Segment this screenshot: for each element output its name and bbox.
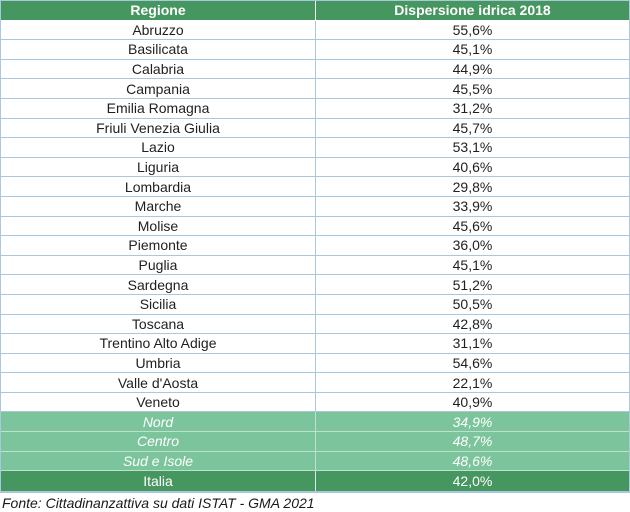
value-cell: 42,0% (452, 473, 493, 490)
water-dispersion-table: Regione Dispersione idrica 2018 Abruzzo 5… (0, 0, 630, 493)
table-row: Trentino Alto Adige 31,1% (1, 334, 629, 354)
table-row: Umbria 54,6% (1, 353, 629, 374)
region-cell: Calabria (1, 59, 316, 79)
region-cell: Liguria (1, 157, 316, 177)
value-cell: 34,9% (452, 413, 493, 430)
table-row: Liguria 40,6% (1, 157, 629, 178)
table-row: Puglia 45,1% (1, 255, 629, 276)
table-row: Molise 45,6% (1, 216, 629, 237)
table-row: Piemonte 36,0% (1, 236, 629, 256)
table-row: Valle d'Aosta 22,1% (1, 373, 629, 393)
value-cell: 33,9% (452, 198, 493, 215)
value-cell: 55,6% (452, 21, 493, 38)
region-cell: Piemonte (1, 236, 316, 255)
region-cell: Sardegna (1, 275, 316, 294)
source-note: Fonte: Cittadinanzattiva su dati ISTAT -… (2, 494, 315, 511)
value-cell: 54,6% (452, 354, 493, 371)
table-row: Campania 45,5% (1, 79, 629, 99)
region-cell: Emilia Romagna (1, 98, 316, 118)
value-cell: 40,6% (452, 159, 493, 176)
value-cell: 45,5% (452, 80, 493, 97)
column-header-regione: Regione (1, 1, 316, 20)
value-cell: 42,8% (452, 315, 493, 332)
region-cell: Marche (1, 196, 316, 216)
region-cell: Campania (1, 79, 316, 98)
region-cell: Puglia (1, 255, 316, 275)
value-cell: 45,1% (452, 257, 493, 274)
table-row: Sicilia 50,5% (1, 294, 629, 315)
table-row: Emilia Romagna 31,2% (1, 98, 629, 119)
region-cell: Toscana (1, 314, 316, 334)
region-cell: Lombardia (1, 177, 316, 196)
value-cell: 44,9% (452, 61, 493, 78)
region-cell: Valle d'Aosta (1, 373, 316, 392)
region-cell: Nord (1, 412, 316, 432)
region-cell: Sud e Isole (1, 451, 316, 471)
region-cell: Trentino Alto Adige (1, 334, 316, 353)
region-cell: Molise (1, 216, 316, 236)
value-cell: 31,2% (452, 100, 493, 117)
table-row: Marche 33,9% (1, 196, 629, 217)
region-cell: Italia (1, 471, 316, 491)
value-cell: 31,1% (452, 335, 493, 352)
column-header-dispersione: Dispersione idrica 2018 (394, 2, 551, 19)
value-cell: 45,1% (452, 41, 493, 58)
value-cell: 45,7% (452, 119, 493, 136)
table-row: Centro 48,7% (1, 432, 629, 452)
value-cell: 51,2% (452, 276, 493, 293)
value-cell: 40,9% (452, 394, 493, 411)
value-cell: 22,1% (452, 374, 493, 391)
region-cell: Sicilia (1, 294, 316, 314)
table-row: Sud e Isole 48,6% (1, 451, 629, 472)
region-cell: Umbria (1, 353, 316, 373)
region-cell: Lazio (1, 138, 316, 157)
table-row: Italia 42,0% (1, 471, 629, 491)
value-cell: 45,6% (452, 217, 493, 234)
table-row: Lazio 53,1% (1, 138, 629, 158)
table-row: Lombardia 29,8% (1, 177, 629, 197)
table-row: Nord 34,9% (1, 412, 629, 433)
table-row: Friuli Venezia Giulia 45,7% (1, 118, 629, 139)
region-cell: Basilicata (1, 40, 316, 59)
value-cell: 50,5% (452, 296, 493, 313)
table-row: Basilicata 45,1% (1, 40, 629, 60)
region-cell: Friuli Venezia Giulia (1, 118, 316, 138)
value-cell: 53,1% (452, 139, 493, 156)
value-cell: 48,7% (452, 433, 493, 450)
region-cell: Veneto (1, 392, 316, 412)
table-row: Toscana 42,8% (1, 314, 629, 335)
region-cell: Abruzzo (1, 20, 316, 40)
table-row: Sardegna 51,2% (1, 275, 629, 295)
table-row: Veneto 40,9% (1, 392, 629, 413)
value-cell: 48,6% (452, 452, 493, 469)
region-cell: Centro (1, 432, 316, 451)
table-header-row: Regione Dispersione idrica 2018 (1, 1, 629, 21)
value-cell: 36,0% (452, 237, 493, 254)
table-row: Abruzzo 55,6% (1, 20, 629, 41)
value-cell: 29,8% (452, 178, 493, 195)
table-body: Abruzzo 55,6% Basilicata 45,1% Calabria 44,9%… (1, 20, 629, 491)
table-row: Calabria 44,9% (1, 59, 629, 80)
